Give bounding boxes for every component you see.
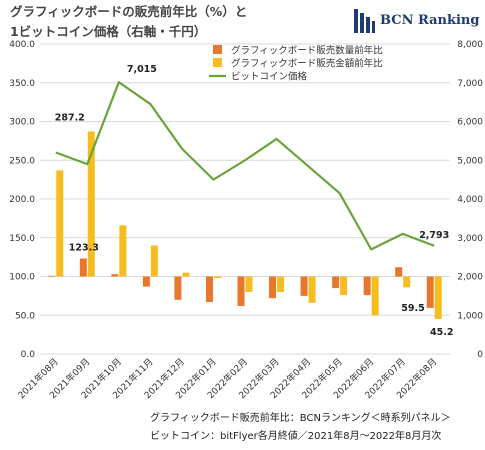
data-labels: 287.2 123.3 7,015 2,793 59.5 45.2: [55, 64, 454, 338]
quantity-bar: [111, 274, 119, 277]
amount-bar: [245, 276, 253, 292]
left-tick-label: 50.0: [15, 311, 35, 321]
right-tick-label: 1,000: [457, 311, 483, 321]
left-tick-label: 200.0: [9, 195, 35, 205]
x-axis: 2021年08月2021年09月2021年10月2021年11月2021年12月…: [15, 356, 439, 402]
amount-bar: [87, 131, 95, 277]
logo-mark-icon: [354, 9, 375, 33]
bitcoin-price-line: [55, 81, 435, 251]
quantity-bar: [426, 276, 434, 308]
quantity-bar: [142, 276, 150, 287]
legend-amount-swatch: [213, 58, 222, 67]
data-label: 7,015: [127, 64, 157, 75]
legend-quantity-swatch: [213, 45, 222, 54]
quantity-bar: [332, 276, 340, 289]
logo-text: BCN Ranking: [380, 13, 480, 28]
legend-label: ビットコイン価格: [231, 71, 308, 83]
data-label: 2,793: [419, 230, 449, 241]
footnote-source-gpu: グラフィックボード販売前年比：BCNランキング＜時系列パネル＞: [150, 413, 451, 424]
amount-bar: [182, 272, 190, 277]
quantity-bar: [48, 275, 56, 277]
amount-bar: [277, 276, 285, 292]
data-label: 123.3: [69, 242, 99, 253]
right-tick-label: 3,000: [457, 234, 483, 244]
quantity-bar: [174, 276, 182, 300]
quantity-bar: [300, 276, 308, 296]
amount-bar: [403, 276, 411, 288]
amount-bar: [213, 276, 221, 279]
left-tick-label: 150.0: [9, 234, 35, 244]
amount-bar: [56, 170, 64, 277]
quantity-bar: [269, 276, 277, 299]
left-tick-label: 250.0: [9, 156, 35, 166]
bcn-logo: BCN Ranking: [352, 7, 480, 37]
legend-label: グラフィックボード販売数量前年比: [231, 45, 383, 57]
bitcoin-line: [55, 81, 435, 251]
chart-title: グラフィックボードの販売前年比（%）と 1ビットコイン価格（右軸・千円）: [10, 2, 300, 42]
left-tick-label: 300.0: [9, 118, 35, 128]
footnotes: グラフィックボード販売前年比：BCNランキング＜時系列パネル＞ ビットコイン：b…: [150, 410, 480, 446]
chart-title-line1: グラフィックボードの販売前年比（%）と: [10, 4, 248, 19]
left-axis: 0.0 50.0 100.0 150.0 200.0 250.0 300.0 350.0 400…: [9, 40, 35, 360]
left-tick-label: 400.0: [9, 40, 35, 50]
data-label: 45.2: [430, 327, 453, 338]
amount-bar: [119, 225, 127, 277]
amount-bar: [434, 276, 442, 319]
bars: [48, 131, 442, 319]
right-tick-label: 5,000: [457, 156, 483, 166]
quantity-bar: [205, 276, 213, 303]
quantity-bar: [395, 267, 403, 277]
right-tick-label: 0: [477, 350, 483, 360]
data-label: 59.5: [401, 303, 424, 314]
amount-bar: [150, 245, 158, 277]
left-tick-label: 100.0: [9, 273, 35, 283]
chart-title-line2: 1ビットコイン価格（右軸・千円）: [10, 24, 207, 39]
quantity-bar: [237, 276, 245, 306]
quantity-bar: [79, 258, 87, 277]
left-tick-label: 0.0: [21, 350, 36, 360]
right-tick-label: 6,000: [457, 118, 483, 128]
right-axis: 0 1,000 2,000 3,000 4,000 5,000 6,000 7,000 8,00…: [457, 40, 483, 360]
right-tick-label: 8,000: [457, 40, 483, 50]
data-label: 287.2: [55, 112, 85, 123]
legend-label: グラフィックボード販売金額前年比: [231, 58, 383, 70]
amount-bar: [308, 276, 316, 303]
left-tick-label: 350.0: [9, 79, 35, 89]
amount-bar: [371, 276, 379, 316]
footnote-source-bitcoin: ビットコイン：bitFlyer各月終値／2021年8月～2022年8月月次: [150, 431, 442, 442]
right-tick-label: 7,000: [457, 79, 483, 89]
gridlines: [40, 43, 450, 355]
right-tick-label: 4,000: [457, 195, 483, 205]
amount-bar: [340, 276, 348, 296]
quantity-bar: [363, 276, 371, 296]
right-tick-label: 2,000: [457, 273, 483, 283]
